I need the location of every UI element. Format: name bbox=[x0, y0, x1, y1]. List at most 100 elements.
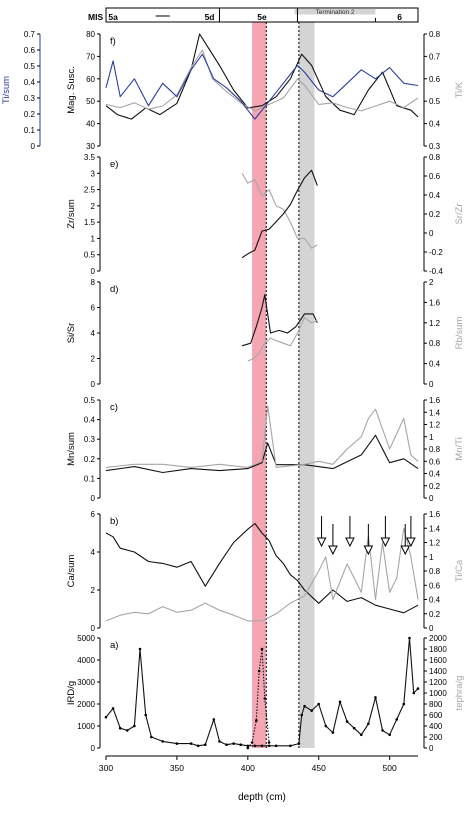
data-point bbox=[416, 687, 420, 690]
left2-tick-label: 0.7 bbox=[24, 30, 36, 39]
right-tick-label: 0 bbox=[429, 494, 434, 503]
data-point bbox=[267, 744, 271, 748]
right-axis-label-3: Mn/Ti bbox=[454, 437, 465, 460]
right-tick-label: 2 bbox=[429, 278, 434, 287]
data-point bbox=[257, 669, 261, 673]
panel-letter-0: f) bbox=[110, 36, 116, 47]
panel-letter-2: d) bbox=[110, 284, 118, 295]
left-tick-label: 0.5 bbox=[84, 396, 96, 405]
data-point bbox=[359, 733, 363, 737]
right-tick-label: 0.2 bbox=[429, 610, 441, 619]
right-tick-label: -0.4 bbox=[429, 267, 443, 276]
data-point bbox=[338, 700, 342, 704]
left2-tick-label: 0 bbox=[31, 142, 36, 151]
data-point bbox=[255, 719, 258, 722]
left-tick-label: 4 bbox=[91, 548, 96, 557]
data-point bbox=[133, 724, 136, 728]
termination-bar bbox=[294, 9, 376, 15]
series-line-4-1 bbox=[105, 527, 419, 622]
right-tick-label: 0.6 bbox=[429, 457, 441, 466]
mis-bar bbox=[105, 7, 419, 23]
right-tick-label: 2000 bbox=[429, 634, 447, 643]
series-line-0-1 bbox=[105, 49, 419, 112]
x-tick-label: 300 bbox=[99, 763, 113, 773]
data-point bbox=[175, 742, 179, 745]
tephra-arrow-head bbox=[345, 537, 355, 548]
left-axis-label-3: Mn/sum bbox=[66, 432, 77, 466]
right-tick-label: 0.8 bbox=[429, 339, 441, 348]
data-point bbox=[138, 647, 142, 651]
right-tick-label: 1 bbox=[429, 553, 434, 562]
right-tick-label: 0.8 bbox=[429, 30, 441, 39]
right-tick-label: 0.4 bbox=[429, 120, 441, 129]
left-tick-label: 0 bbox=[91, 744, 96, 753]
right-tick-label: 0.8 bbox=[429, 567, 441, 576]
left-tick-label: 0 bbox=[91, 494, 96, 503]
data-point bbox=[402, 702, 406, 706]
data-point bbox=[263, 697, 267, 700]
series-line-4-0 bbox=[105, 522, 419, 614]
data-point bbox=[408, 636, 411, 640]
left-tick-label: 70 bbox=[86, 52, 95, 61]
left2-tick-label: 0.3 bbox=[24, 94, 36, 103]
data-point bbox=[239, 743, 243, 746]
data-point bbox=[212, 718, 216, 721]
series-line-1-0 bbox=[241, 173, 318, 249]
right-axis-label-0: Ti/K bbox=[454, 81, 465, 98]
panel-letter-3: c) bbox=[110, 402, 118, 413]
right-tick-label: 0.8 bbox=[429, 445, 441, 454]
data-point bbox=[196, 744, 200, 748]
data-point bbox=[352, 726, 356, 730]
left-tick-label: 0.5 bbox=[84, 251, 96, 260]
right-tick-label: 0.4 bbox=[429, 360, 441, 369]
left-tick-label: 0 bbox=[91, 267, 96, 276]
mis-stage-5a: 5a bbox=[108, 12, 118, 22]
left2-tick-label: 0.2 bbox=[24, 110, 36, 119]
right-tick-label: 0.6 bbox=[429, 75, 441, 84]
series-line-2-1 bbox=[247, 317, 318, 362]
data-point bbox=[246, 746, 250, 750]
data-point bbox=[189, 742, 193, 745]
right-tick-label: 0.7 bbox=[429, 52, 441, 61]
left-tick-label: 6 bbox=[91, 304, 96, 313]
tephra-arrow-head bbox=[406, 537, 416, 548]
data-point bbox=[345, 720, 349, 723]
right-tick-label: 1.6 bbox=[429, 298, 441, 307]
left-tick-label: 30 bbox=[86, 142, 95, 151]
right-tick-label: 800 bbox=[429, 700, 443, 709]
right-tick-label: 0.5 bbox=[429, 97, 441, 106]
series-line-2-0 bbox=[241, 294, 318, 347]
x-tick-label: 350 bbox=[170, 763, 184, 773]
right-tick-label: 1000 bbox=[429, 689, 447, 698]
data-point bbox=[300, 713, 304, 717]
data-point bbox=[260, 744, 264, 748]
right-tick-label: 1.4 bbox=[429, 408, 441, 417]
right-tick-label: 400 bbox=[429, 722, 443, 731]
left-tick-label: 1 bbox=[91, 234, 96, 243]
left-axis-label-1: Zr/sum bbox=[66, 199, 77, 229]
data-point bbox=[250, 741, 254, 744]
left-tick-label: 80 bbox=[86, 30, 95, 39]
right-tick-label: 1.2 bbox=[429, 421, 441, 430]
right-axis-label-2: Rb/sum bbox=[454, 317, 465, 350]
left2-tick-label: 0.1 bbox=[24, 126, 36, 135]
right-tick-label: 1200 bbox=[429, 678, 447, 687]
data-point bbox=[395, 718, 399, 721]
data-point bbox=[374, 696, 377, 699]
left-tick-label: 0 bbox=[91, 380, 96, 389]
right-axis-label-4: Ti/Ca bbox=[454, 559, 465, 582]
data-point bbox=[125, 729, 129, 732]
left-tick-label: 0.1 bbox=[84, 474, 96, 483]
left-tick-label: 1.5 bbox=[84, 218, 96, 227]
right-tick-label: 0.4 bbox=[429, 596, 441, 605]
right-tick-label: 0.6 bbox=[429, 581, 441, 590]
left-axis-label-4: Ca/sum bbox=[66, 555, 77, 588]
left-axis-label-2: Si/Sr bbox=[66, 323, 77, 344]
tephra-arrow-head bbox=[380, 537, 391, 548]
x-axis-label: depth (cm) bbox=[238, 792, 286, 803]
series-line-1-1 bbox=[241, 169, 318, 259]
left-tick-label: 0.4 bbox=[84, 416, 96, 425]
right-tick-label: 1.6 bbox=[429, 510, 441, 519]
data-point bbox=[317, 702, 321, 706]
